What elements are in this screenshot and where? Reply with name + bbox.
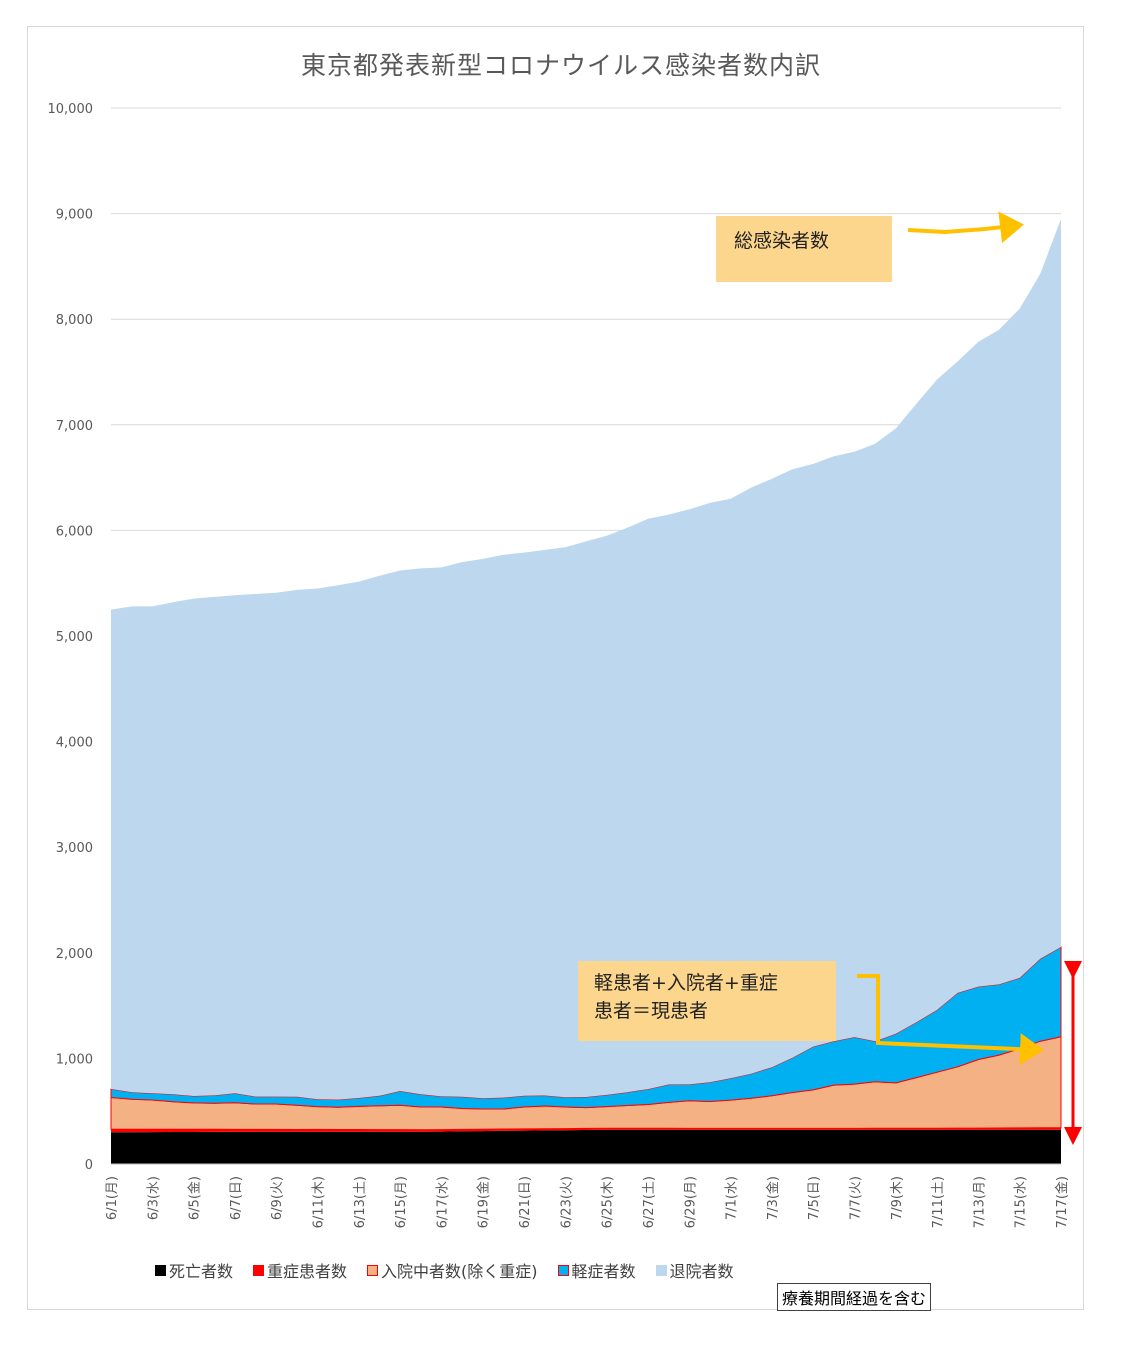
x-tick-label: 6/15(月) [394, 1176, 409, 1228]
x-tick-label: 6/11(木) [312, 1176, 327, 1228]
y-tick-label: 9,000 [56, 208, 93, 223]
area-series [110, 218, 1062, 1165]
y-tick-label: 1,000 [56, 1052, 93, 1067]
x-tick-label: 7/15(水) [1014, 1176, 1029, 1228]
note-box: 療養期間経過を含む [777, 1283, 932, 1311]
x-tick-label: 7/7(火) [848, 1176, 863, 1220]
x-tick-label: 7/11(土) [931, 1176, 946, 1228]
x-tick-label: 6/3(水) [146, 1176, 161, 1220]
legend: 死亡者数 重症患者数 入院中者数(除く重症) 軽症者数 退院者数 [155, 1258, 734, 1282]
x-tick-label: 6/5(金) [187, 1176, 203, 1220]
x-tick-label: 6/9(火) [270, 1176, 285, 1220]
x-tick-label: 6/25(木) [601, 1176, 616, 1228]
legend-item-discharged: 退院者数 [655, 1258, 734, 1282]
area-series-0 [111, 1129, 1061, 1164]
current-callout-line1: 軽患者+入院者+重症 [594, 972, 778, 994]
legend-item-deaths: 死亡者数 [155, 1258, 233, 1282]
x-tick-label: 6/29(月) [683, 1176, 698, 1228]
area-series-4 [111, 218, 1061, 1100]
legend-label-deaths: 死亡者数 [169, 1262, 234, 1281]
legend-item-mild: 軽症者数 [557, 1258, 636, 1282]
total-infected-callout: 総感染者数 [716, 216, 892, 282]
x-tick-label: 6/27(土) [642, 1176, 657, 1228]
x-tick-label: 7/5(日) [807, 1176, 822, 1220]
y-tick-label: 8,000 [56, 313, 93, 328]
x-tick-label: 7/13(月) [972, 1176, 987, 1228]
legend-swatch-deaths [155, 1264, 166, 1276]
y-tick-label: 10,000 [48, 102, 94, 117]
x-tick-label: 7/9(木) [890, 1176, 905, 1220]
legend-item-severe: 重症患者数 [253, 1258, 347, 1282]
legend-item-hospitalized: 入院中者数(除く重症) [367, 1258, 538, 1282]
x-tick-label: 6/19(金) [476, 1176, 492, 1228]
x-tick-label: 7/1(水) [725, 1176, 740, 1220]
x-tick-label: 6/13(土) [353, 1176, 368, 1228]
legend-swatch-discharged [655, 1264, 667, 1276]
current-arrow [857, 974, 1044, 1066]
y-tick-label: 4,000 [56, 736, 93, 751]
x-tick-label: 6/7(日) [229, 1176, 244, 1220]
legend-label-discharged: 退院者数 [669, 1262, 734, 1281]
current-patients-callout: 軽患者+入院者+重症 患者＝現患者 [578, 961, 836, 1041]
y-tick-label: 5,000 [56, 630, 93, 645]
x-tick-label: 7/17(金) [1054, 1176, 1070, 1228]
x-tick-label: 6/17(水) [435, 1176, 450, 1228]
y-tick-label: 6,000 [56, 524, 93, 539]
y-axis-ticks: 0 1,000 2,000 3,000 4,000 5,000 6,000 7,000 8,00… [48, 102, 94, 1173]
legend-label-hospitalized: 入院中者数(除く重症) [381, 1262, 538, 1281]
legend-label-mild: 軽症者数 [571, 1262, 636, 1281]
legend-label-severe: 重症患者数 [267, 1262, 348, 1281]
y-tick-label: 0 [85, 1158, 93, 1173]
x-tick-label: 7/3(金) [765, 1176, 781, 1220]
total-arrow [907, 211, 1024, 244]
legend-swatch-severe [253, 1264, 265, 1276]
legend-swatch-mild [557, 1264, 569, 1276]
y-tick-label: 2,000 [56, 947, 93, 962]
x-tick-label: 6/1(月) [105, 1176, 120, 1220]
legend-swatch-hospitalized [367, 1264, 379, 1276]
y-tick-label: 3,000 [56, 841, 93, 856]
x-tick-label: 6/23(火) [559, 1176, 574, 1228]
annotation-arrows [857, 211, 1082, 1145]
y-tick-label: 7,000 [56, 419, 93, 434]
chart-title: 東京都発表新型コロナウイルス感染者数内訳 [300, 51, 821, 80]
x-axis-ticks: 6/1(月) 6/3(水) 6/5(金) 6/7(日) 6/9(火) 6/11(木) 6/1… [105, 1176, 1070, 1228]
current-callout-line2: 患者＝現患者 [594, 1000, 709, 1022]
x-tick-label: 6/21(日) [518, 1176, 533, 1228]
